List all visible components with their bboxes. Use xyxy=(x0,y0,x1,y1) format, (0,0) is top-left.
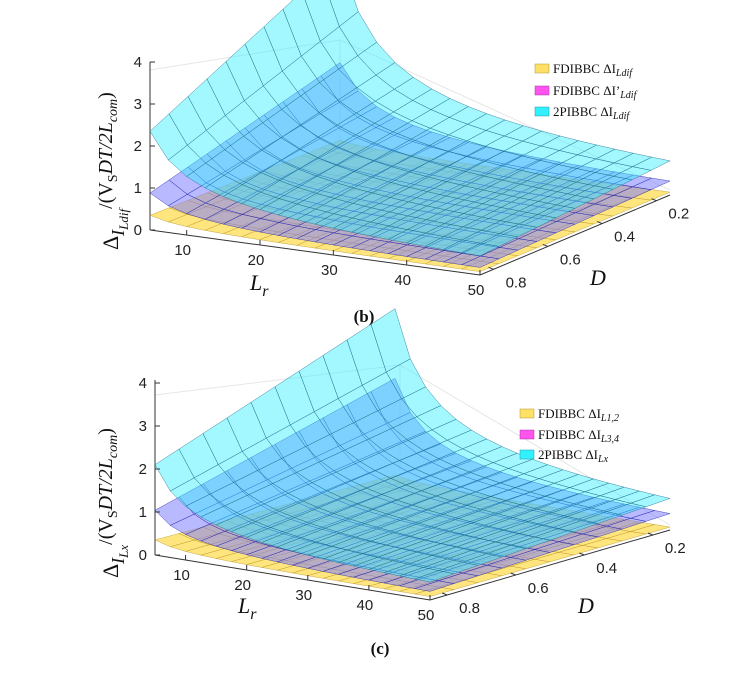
d-tick-mark xyxy=(510,572,516,576)
surface-fdibbc-mid xyxy=(154,378,671,592)
legend-label-b-0: FDIBBC ΔILdif xyxy=(553,61,633,79)
d-tick-mark xyxy=(579,552,585,556)
surface-group-c xyxy=(154,308,671,597)
d-tick-mark xyxy=(441,592,448,596)
d-tick-label: 0.8 xyxy=(459,600,480,617)
surface-fdibbc-mid-cell xyxy=(629,510,671,522)
legend-label-b-1: FDIBBC ΔI’Ldif xyxy=(553,83,638,101)
d-tick-label: 0.4 xyxy=(596,560,617,577)
d-tick-label: 0.8 xyxy=(506,274,527,291)
xlabel-c: Lr xyxy=(237,593,257,623)
z-tick-label: 1 xyxy=(134,180,142,197)
surface-fdibbc-mid-cell xyxy=(631,177,671,190)
legend-label-b-2: 2PIBBC ΔILdif xyxy=(553,104,630,122)
ylabel-c: ΔILx/(VSDT/2Lcom) xyxy=(95,428,131,578)
d-tick-label: 0.4 xyxy=(614,229,635,246)
surface-group-b xyxy=(149,0,671,272)
caption-c: (c) xyxy=(371,639,390,658)
z-tick-label: 2 xyxy=(134,138,142,155)
z-tick-label: 3 xyxy=(139,418,147,435)
legend-swatch-c-0 xyxy=(519,408,535,419)
lr-tick-label: 30 xyxy=(321,262,338,279)
surface-fdibbc-mid xyxy=(149,62,671,268)
d-tick-label: 0.2 xyxy=(668,206,689,223)
surface-2pibbc xyxy=(154,308,671,583)
svg-text:ΔILx/(VSDT/2Lcom): ΔILx/(VSDT/2Lcom) xyxy=(95,428,131,578)
lr-tick-label: 40 xyxy=(394,272,411,289)
chart-panel-b: 0 1 2 3 4 10 20 30 40 50 0.8 0.6 0.4 0.2 Lr D ΔILdi… xyxy=(95,0,689,326)
legend-swatch-b-2 xyxy=(534,106,550,117)
legend-label-c-1: FDIBBC ΔIL3,4 xyxy=(538,427,619,445)
surface-2pibbc-cell xyxy=(631,156,671,171)
d-tick-label: 0.2 xyxy=(665,540,686,557)
legend-label-c-2: 2PIBBC ΔILx xyxy=(538,447,609,465)
d-tick-mark xyxy=(542,243,549,247)
lr-tick-label: 50 xyxy=(418,607,435,624)
legend-swatch-b-1 xyxy=(534,85,550,96)
surface-fdibbc-low-cell xyxy=(630,524,671,535)
legend-label-c-0: FDIBBC ΔIL1,2 xyxy=(538,406,619,424)
z-tick-label: 0 xyxy=(134,222,142,239)
surface-2pibbc xyxy=(149,0,671,257)
z-tick-label: 0 xyxy=(139,547,147,564)
lr-tick-label: 20 xyxy=(248,252,265,269)
xlabel-b: Lr xyxy=(249,270,269,300)
surface-2pibbc-cell xyxy=(629,494,671,508)
z-tick-label: 3 xyxy=(134,96,142,113)
legend-swatch-c-2 xyxy=(519,449,535,460)
caption-b: (b) xyxy=(354,307,375,326)
z-ticks-b: 0 1 2 3 4 xyxy=(134,54,155,239)
lr-tick-label: 20 xyxy=(234,577,251,594)
z-tick-label: 2 xyxy=(139,461,147,478)
legend-swatch-b-0 xyxy=(534,63,550,74)
z-ticks-c: 0 1 2 3 4 xyxy=(139,375,160,564)
ylabel-b: ΔILdif/(VSDT/2Lcom) xyxy=(95,92,131,250)
lr-tick-label: 40 xyxy=(357,597,374,614)
lr-ticks-b: 10 20 30 40 50 xyxy=(174,230,484,299)
chart-panel-c: 0 1 2 3 4 10 20 30 40 50 0.8 0.6 0.4 0.2 Lr D ΔILx/… xyxy=(95,308,686,658)
axes-lines xyxy=(154,380,671,601)
d-tick-mark xyxy=(647,532,654,536)
z-tick-label: 4 xyxy=(134,54,142,71)
svg-text:ΔILdif/(VSDT/2Lcom): ΔILdif/(VSDT/2Lcom) xyxy=(95,92,131,250)
d-tick-label: 0.6 xyxy=(560,251,581,268)
d-tick-mark xyxy=(488,266,494,270)
d-tick-mark xyxy=(596,221,603,225)
z-tick-label: 4 xyxy=(139,375,147,392)
dlabel-b: D xyxy=(589,265,606,290)
d-ticks-b: 0.8 0.6 0.4 0.2 xyxy=(488,198,689,291)
d-ticks-c: 0.8 0.6 0.4 0.2 xyxy=(441,532,686,617)
legend-c: FDIBBC ΔIL1,2 FDIBBC ΔIL3,4 2PIBBC ΔILx xyxy=(519,406,619,465)
lr-ticks-c: 10 20 30 40 50 xyxy=(173,555,434,624)
lr-tick-label: 50 xyxy=(468,282,485,299)
lr-tick-label: 10 xyxy=(173,567,190,584)
d-tick-label: 0.6 xyxy=(528,580,549,597)
d-tick-mark xyxy=(651,198,657,202)
dlabel-c: D xyxy=(577,593,594,618)
legend-swatch-c-1 xyxy=(519,429,535,440)
legend-b: FDIBBC ΔILdif FDIBBC ΔI’Ldif 2PIBBC ΔILd… xyxy=(534,61,638,122)
z-tick-label: 1 xyxy=(139,504,147,521)
lr-tick-label: 10 xyxy=(174,242,191,259)
lr-tick-label: 30 xyxy=(295,587,312,604)
